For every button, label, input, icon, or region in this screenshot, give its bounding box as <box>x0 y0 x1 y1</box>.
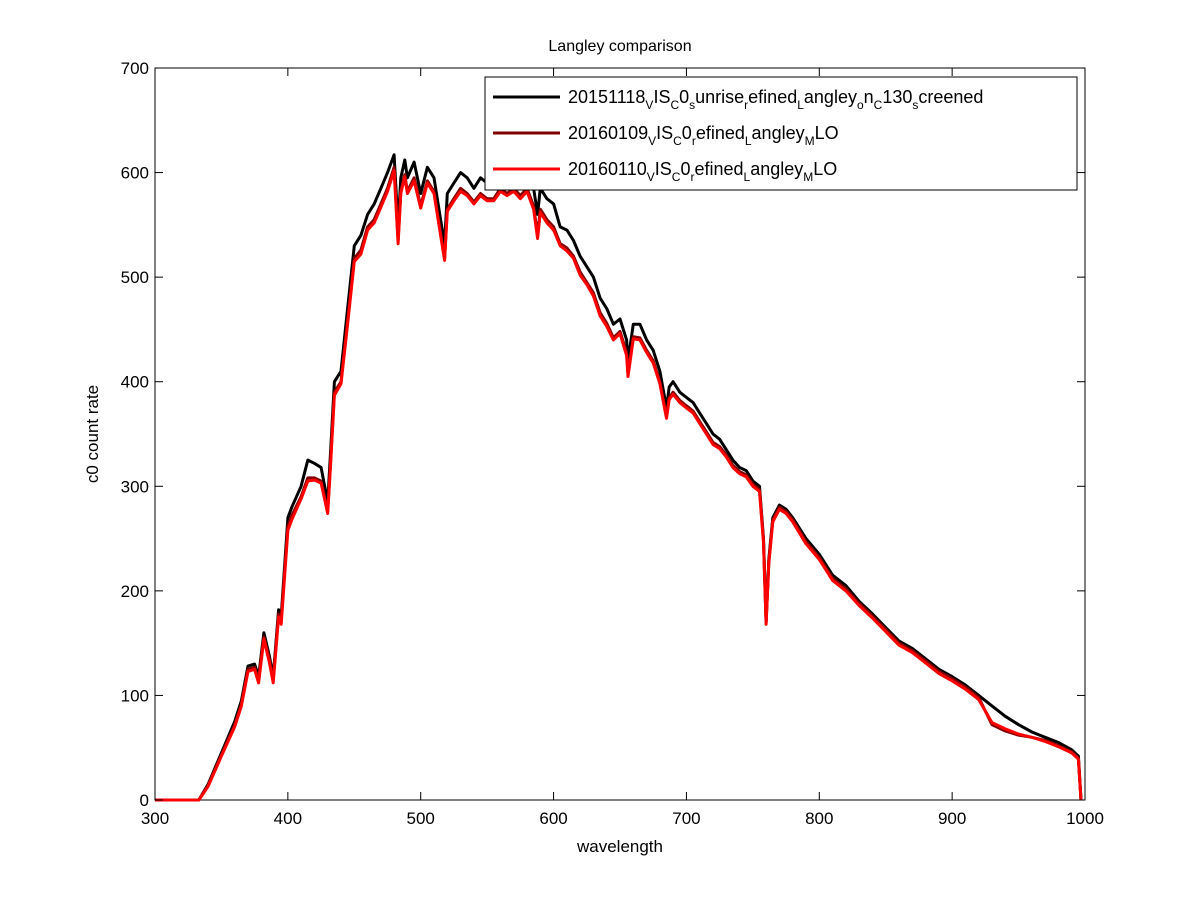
x-tick-label: 800 <box>805 809 833 828</box>
x-tick-label: 300 <box>141 809 169 828</box>
y-tick-label: 500 <box>121 268 149 287</box>
y-tick-label: 700 <box>121 59 149 78</box>
legend-label-0: 20151118VISC0sunriserefinedLangleyonC130… <box>568 87 983 112</box>
y-axis-label: c0 count rate <box>83 385 102 483</box>
y-tick-label: 600 <box>121 164 149 183</box>
x-tick-label: 1000 <box>1066 809 1104 828</box>
x-axis-label: wavelength <box>576 837 663 856</box>
y-tick-label: 100 <box>121 686 149 705</box>
legend-label-1: 20160109VISC0refinedLangleyMLO <box>568 123 839 148</box>
x-tick-label: 700 <box>672 809 700 828</box>
y-axis-ticks: 0 100 200 300 400 500 600 700 <box>121 59 1085 810</box>
y-tick-label: 300 <box>121 477 149 496</box>
legend: 20151118VISC0sunriserefinedLangleyonC130… <box>484 76 1078 191</box>
legend-label-2: 20160110VISC0refinedLangleyMLO <box>568 159 837 184</box>
y-tick-label: 0 <box>140 791 149 810</box>
legend-entries: 20151118VISC0sunriserefinedLangleyonC130… <box>493 87 983 184</box>
x-tick-label: 400 <box>274 809 302 828</box>
x-tick-label: 600 <box>539 809 567 828</box>
series-line-2 <box>155 169 1083 802</box>
x-axis-ticks: 300 400 500 600 700 800 900 1000 <box>141 68 1104 828</box>
legend-box <box>484 76 1078 191</box>
y-tick-label: 200 <box>121 582 149 601</box>
series-group <box>155 153 1083 802</box>
y-tick-label: 400 <box>121 373 149 392</box>
chart-title: Langley comparison <box>548 38 691 55</box>
x-tick-label: 900 <box>938 809 966 828</box>
x-tick-label: 500 <box>407 809 435 828</box>
